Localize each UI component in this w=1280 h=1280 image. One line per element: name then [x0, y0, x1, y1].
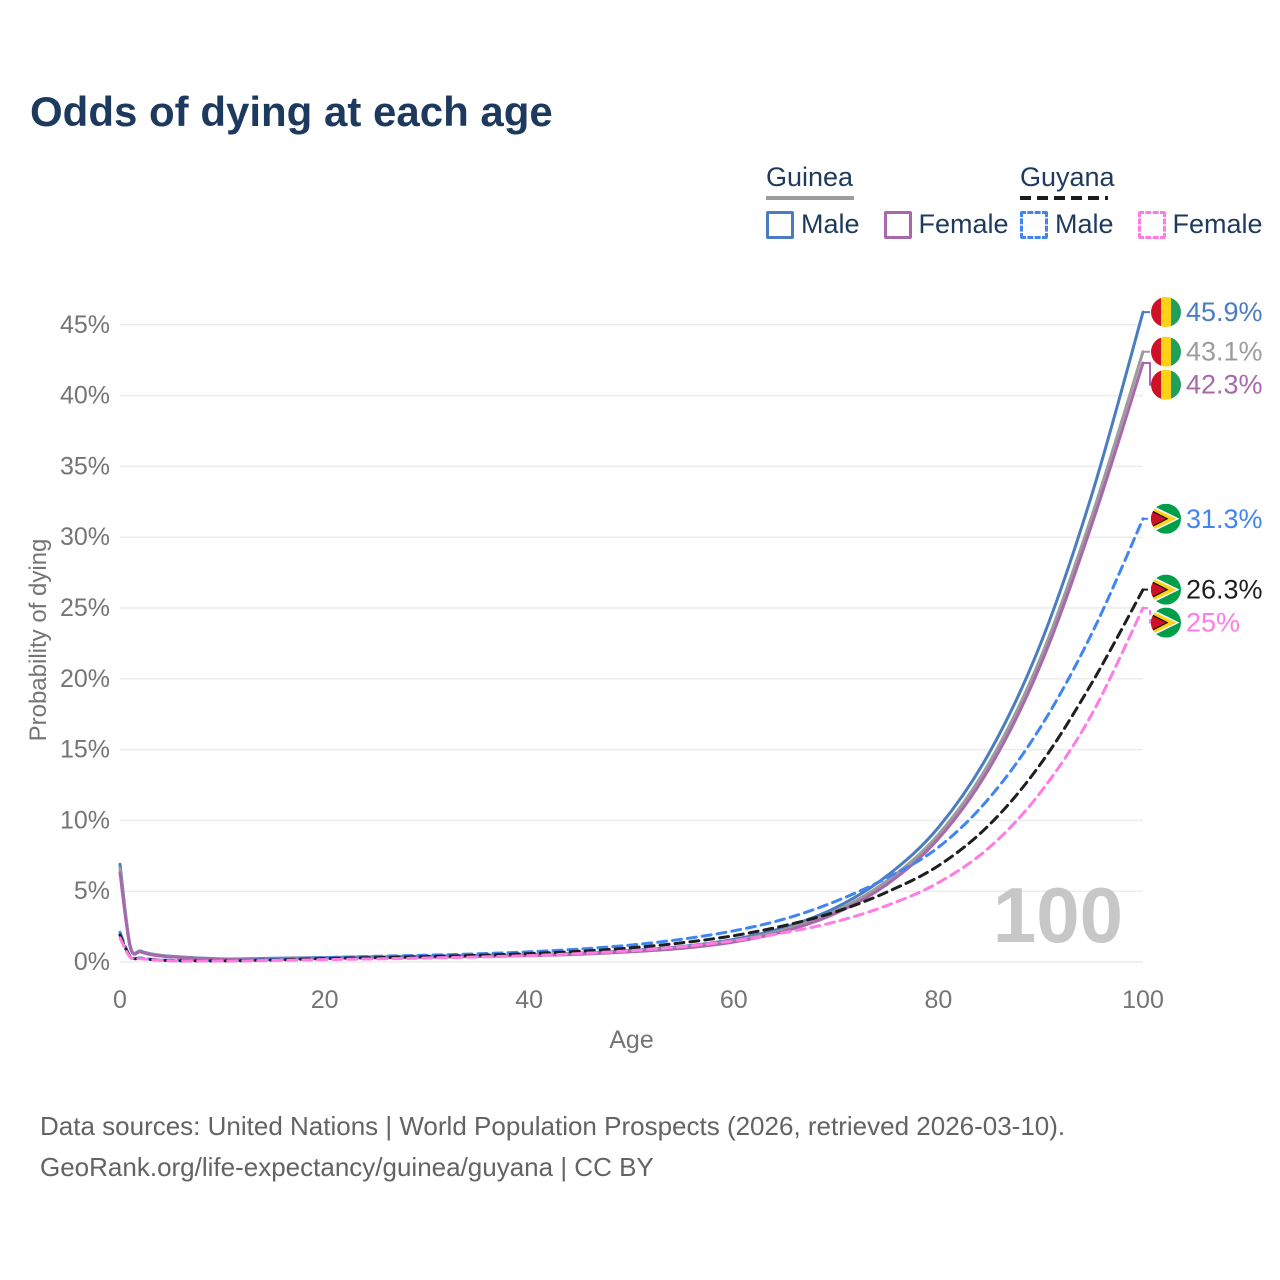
legend-country-label-guyana: Guyana [1020, 162, 1115, 192]
y-tick-label: 10% [60, 806, 110, 834]
guyana-line-style-swatch [1020, 196, 1108, 200]
legend-country-label-guinea: Guinea [766, 162, 854, 192]
end-value-label: 45.9% [1186, 297, 1263, 327]
x-tick-label: 100 [1122, 986, 1164, 1014]
y-axis-title: Probability of dying [25, 539, 52, 742]
odds-of-dying-chart: 0% 5% 10% 15% 20% 25% 30% 35% 40% 45% 0 20 40 60 80 100… [25, 297, 1263, 1054]
legend-item-label: Female [1172, 209, 1263, 239]
footer-line-1: Data sources: United Nations | World Pop… [40, 1111, 1066, 1141]
end-value-label: 25% [1186, 608, 1240, 638]
guinea-line-style-swatch [766, 196, 854, 200]
y-tick-label: 5% [74, 877, 110, 905]
series-line-guinea-female [118, 361, 1145, 961]
legend-item-guinea-female[interactable]: Female [883, 209, 1009, 240]
x-tick-label: 20 [311, 986, 339, 1014]
legend-item-guyana-female[interactable]: Female [1137, 209, 1263, 240]
end-label-leader-line [1143, 362, 1151, 386]
legend-group-guinea: Guinea Male Female [766, 162, 1009, 240]
y-tick-label: 15% [60, 736, 110, 764]
legend-item-label: Male [1055, 209, 1114, 239]
guinea-flag-icon [1151, 336, 1181, 367]
x-axis-title: Age [609, 1026, 653, 1054]
y-tick-label: 25% [60, 594, 110, 622]
guyana-female-swatch-icon [1137, 210, 1166, 239]
guyana-male-swatch-icon [1020, 210, 1048, 239]
end-value-label: 26.3% [1186, 575, 1263, 605]
end-value-label: 42.3% [1186, 370, 1263, 400]
end-value-label: 31.3% [1186, 504, 1263, 534]
watermark-max-age: 100 [993, 871, 1123, 959]
guyana-flag-icon [1151, 607, 1181, 638]
guinea-male-swatch-icon [766, 210, 794, 239]
x-tick-label: 60 [720, 986, 748, 1014]
x-tick-label: 40 [515, 986, 543, 1014]
guinea-female-swatch-icon [883, 210, 912, 239]
x-tick-label: 0 [113, 986, 127, 1014]
footer-line-2: GeoRank.org/life-expectancy/guinea/guyan… [40, 1152, 654, 1182]
data-source-footer: Data sources: United Nations | World Pop… [40, 1106, 1065, 1188]
guyana-flag-icon [1151, 574, 1181, 605]
legend-item-label: Female [918, 209, 1009, 239]
series-line-guyana-female [118, 606, 1145, 963]
y-tick-label: 40% [60, 382, 110, 410]
guyana-flag-icon [1151, 503, 1181, 534]
series-line-guyana-both-sexes [118, 588, 1145, 963]
y-tick-label: 35% [60, 452, 110, 480]
guinea-flag-icon [1151, 369, 1181, 400]
page-title: Odds of dying at each age [30, 88, 553, 135]
guinea-flag-icon [1151, 297, 1181, 328]
legend-item-guinea-male[interactable]: Male [766, 209, 860, 240]
series-line-guyana-male [118, 517, 1145, 963]
end-value-label: 43.1% [1186, 337, 1263, 367]
y-tick-label: 0% [74, 948, 110, 976]
y-tick-label: 45% [60, 311, 110, 339]
end-label-leader-line [1143, 607, 1151, 624]
y-tick-label: 30% [60, 523, 110, 551]
y-tick-label: 20% [60, 665, 110, 693]
legend-group-guyana: Guyana Male Female [1020, 162, 1263, 240]
legend-item-guyana-male[interactable]: Male [1020, 209, 1114, 240]
x-tick-label: 80 [924, 986, 952, 1014]
legend-item-label: Male [801, 209, 860, 239]
series-line-guinea-male [118, 310, 1145, 961]
series-line-guinea-both-sexes [118, 350, 1145, 961]
